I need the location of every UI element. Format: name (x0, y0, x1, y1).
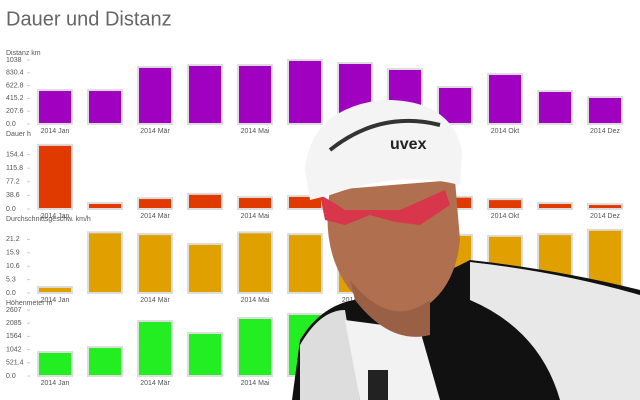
y-tick-label: 521.4 (6, 360, 24, 367)
bar (587, 95, 623, 125)
x-tick-label: 2014 Jan (41, 297, 70, 304)
y-tick-label: 115.8 (6, 165, 23, 172)
bar (87, 202, 123, 210)
y-tick-label: 0.0 (6, 290, 16, 297)
x-tick-label: 2014 Mär (140, 128, 170, 135)
bar (37, 89, 73, 126)
bar (87, 231, 123, 294)
y-tick-label: 10.6 (6, 263, 20, 270)
bar (237, 196, 273, 210)
bar (287, 233, 323, 294)
y-tick-label: 2085 (6, 320, 22, 327)
y-tick-label: 77.2 (6, 179, 20, 186)
x-tick-label: 2014 Jan (41, 128, 70, 135)
bar (137, 65, 173, 126)
bar (487, 72, 523, 125)
y-tick-label: 0.0 (6, 206, 16, 213)
bar (187, 63, 223, 125)
x-tick-label: 2014 Dez (590, 213, 620, 220)
bar (537, 90, 573, 125)
y-tick-label: 1042 (6, 346, 22, 353)
x-tick-label: 2014 Mai (241, 297, 270, 304)
y-tick-label: 415.2 (6, 95, 24, 102)
x-tick-label: 2014 Mär (140, 297, 170, 304)
bar (237, 63, 273, 125)
bar (237, 231, 273, 294)
bar (487, 198, 523, 211)
y-axis-label: Durchschnittsgeschw. km/h (6, 216, 91, 223)
y-tick-label: 2607 (6, 307, 22, 314)
y-tick-label: 38.6 (6, 192, 20, 199)
y-axis-label: Höhenmeter m (6, 300, 52, 307)
bar (87, 346, 123, 378)
x-tick-label: 2014 Jan (41, 380, 70, 387)
x-tick-label: 2014 Mai (241, 213, 270, 220)
x-tick-label: 2014 Okt (491, 128, 519, 135)
y-tick-label: 5.3 (6, 276, 16, 283)
cyclist-photo: uvex (292, 99, 640, 400)
x-tick-label: 2014 Mai (241, 128, 270, 135)
y-tick-label: 830.4 (6, 70, 24, 77)
y-tick-label: 0.0 (6, 121, 16, 128)
bar (237, 317, 273, 377)
x-tick-label: 2014 Mai (241, 380, 270, 387)
bar (187, 332, 223, 378)
x-tick-label: 2014 Mär (140, 380, 170, 387)
y-axis-label: Distanz km (6, 50, 41, 57)
bar (587, 203, 623, 210)
y-tick-label: 622.8 (6, 82, 24, 89)
bar (137, 320, 173, 378)
y-tick-label: 1564 (6, 333, 22, 340)
y-tick-label: 21.2 (6, 236, 20, 243)
bar (37, 143, 73, 210)
bar (287, 59, 323, 125)
x-tick-label: 2014 Okt (491, 213, 519, 220)
page-title: Dauer und Distanz (6, 8, 172, 30)
bar (537, 202, 573, 210)
x-tick-label: 2014 Dez (590, 128, 620, 135)
helmet-logo: uvex (390, 136, 427, 153)
x-tick-label: 2014 Jan (41, 213, 70, 220)
bar (37, 285, 73, 294)
y-tick-label: 154.4 (6, 151, 24, 158)
bar (87, 89, 123, 126)
y-axis-label: Dauer h (6, 131, 31, 138)
bar (137, 233, 173, 294)
x-tick-label: 2014 Mär (140, 213, 170, 220)
y-tick-label: 15.9 (6, 250, 20, 257)
y-tick-label: 1038 (6, 57, 22, 64)
bar (137, 197, 173, 210)
bar (187, 242, 223, 294)
y-tick-label: 207.6 (6, 108, 24, 115)
y-tick-label: 0.0 (6, 373, 16, 380)
bar (187, 192, 223, 211)
bar (37, 351, 73, 377)
